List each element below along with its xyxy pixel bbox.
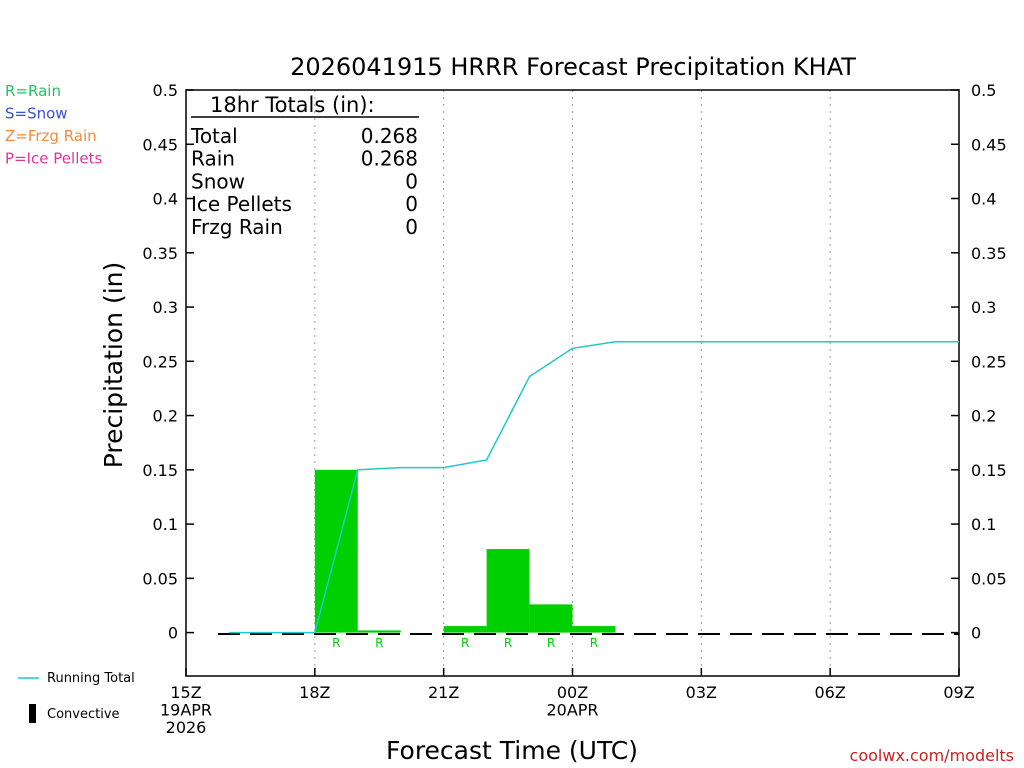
precip-bar-8 <box>486 549 530 633</box>
y-tick-label-left-0: 0 <box>168 624 178 643</box>
y-tick-label-right-7: 0.35 <box>971 244 1007 263</box>
y-axis-label: Precipitation (in) <box>99 262 128 469</box>
precip-bar-9 <box>529 604 573 633</box>
y-tick-label-right-10: 0.5 <box>971 81 996 100</box>
precip-type-mark-7: R <box>461 636 469 650</box>
credit-text: coolwx.com/modelts <box>850 746 1014 765</box>
totals-label-1: Rain <box>191 147 235 171</box>
y-tick-label-left-4: 0.2 <box>153 407 178 426</box>
precip-type-mark-5: R <box>375 636 383 650</box>
x-tick-label-4-0: 03Z <box>686 683 717 702</box>
y-tick-label-left-7: 0.35 <box>142 244 178 263</box>
y-tick-label-left-6: 0.3 <box>153 298 178 317</box>
y-axis-right: 0 0.05 0.1 0.15 0.2 0.25 0.3 0.35 0.4 0.45 0.5 <box>951 81 1007 643</box>
x-axis-label: Forecast Time (UTC) <box>386 736 638 765</box>
totals-box: 18hr Totals (in): Total 0.268 Rain 0.268 Sno… <box>190 93 419 239</box>
precip-type-legend: R=Rain S=Snow Z=Frzg Rain P=Ice Pellets <box>5 82 102 168</box>
running-total-line <box>228 341 959 634</box>
hourly-precip-bars <box>314 469 616 633</box>
totals-header: 18hr Totals (in): <box>210 93 375 117</box>
y-tick-label-right-0: 0 <box>971 624 981 643</box>
totals-label-4: Frzg Rain <box>191 215 283 239</box>
precip-bar-7 <box>443 626 487 633</box>
y-tick-label-right-3: 0.15 <box>971 461 1007 480</box>
convective-label: Convective <box>47 707 120 722</box>
y-axis-left: 0 0.05 0.1 0.15 0.2 0.25 0.3 0.35 0.4 0.45 0.5 <box>142 81 194 643</box>
legend-type-2: Z=Frzg Rain <box>5 127 97 145</box>
x-tick-label-2-0: 21Z <box>428 683 459 702</box>
y-tick-label-left-8: 0.4 <box>153 190 178 209</box>
y-tick-label-left-2: 0.1 <box>153 515 178 534</box>
running-total-label: Running Total <box>47 671 135 686</box>
precip-type-mark-4: R <box>332 636 340 650</box>
precip-type-mark-9: R <box>547 636 555 650</box>
y-tick-label-left-1: 0.05 <box>142 569 178 588</box>
x-tick-label-6-0: 09Z <box>943 683 974 702</box>
chart-title: 2026041915 HRRR Forecast Precipitation K… <box>290 53 856 81</box>
x-tick-label-0-0: 15Z <box>170 683 201 702</box>
totals-value-0: 0.268 <box>361 124 418 148</box>
x-tick-label-3-0: 00Z <box>557 683 588 702</box>
y-tick-label-right-4: 0.2 <box>971 407 996 426</box>
y-tick-label-right-6: 0.3 <box>971 298 996 317</box>
precip-type-mark-8: R <box>504 636 512 650</box>
x-tick-label-5-0: 06Z <box>815 683 846 702</box>
precip-bar-5 <box>357 630 401 633</box>
x-tick-label-1-0: 18Z <box>299 683 330 702</box>
legend-convective: Convective <box>29 704 120 723</box>
y-tick-label-left-3: 0.15 <box>142 461 178 480</box>
y-tick-label-right-8: 0.4 <box>971 190 996 209</box>
y-tick-label-right-1: 0.05 <box>971 569 1007 588</box>
totals-value-3: 0 <box>405 192 418 216</box>
y-tick-label-right-9: 0.45 <box>971 135 1007 154</box>
y-tick-label-left-9: 0.45 <box>142 135 178 154</box>
y-tick-label-left-10: 0.5 <box>153 81 178 100</box>
x-tick-label-0-1: 19APR <box>160 701 212 720</box>
x-tick-label-3-1: 20APR <box>546 701 598 720</box>
convective-swatch <box>29 704 36 723</box>
precip-bar-10 <box>572 626 616 633</box>
legend-type-3: P=Ice Pellets <box>5 150 102 168</box>
y-tick-label-right-5: 0.25 <box>971 352 1007 371</box>
totals-value-2: 0 <box>405 169 418 193</box>
y-tick-label-right-2: 0.1 <box>971 515 996 534</box>
totals-label-2: Snow <box>191 169 245 193</box>
totals-value-4: 0 <box>405 215 418 239</box>
totals-rows: Total 0.268 Rain 0.268 Snow 0 Ice Pellets 0 Frzg… <box>190 124 418 239</box>
x-tick-label-0-2: 2026 <box>166 718 207 737</box>
totals-label-3: Ice Pellets <box>191 192 292 216</box>
legend-type-0: R=Rain <box>5 82 61 100</box>
precip-type-mark-10: R <box>590 636 598 650</box>
grid-lines <box>314 90 831 676</box>
totals-value-1: 0.268 <box>361 147 418 171</box>
totals-label-0: Total <box>190 124 238 148</box>
legend-type-1: S=Snow <box>5 105 68 123</box>
y-tick-label-left-5: 0.25 <box>142 352 178 371</box>
legend-running-total: Running Total <box>18 671 135 686</box>
